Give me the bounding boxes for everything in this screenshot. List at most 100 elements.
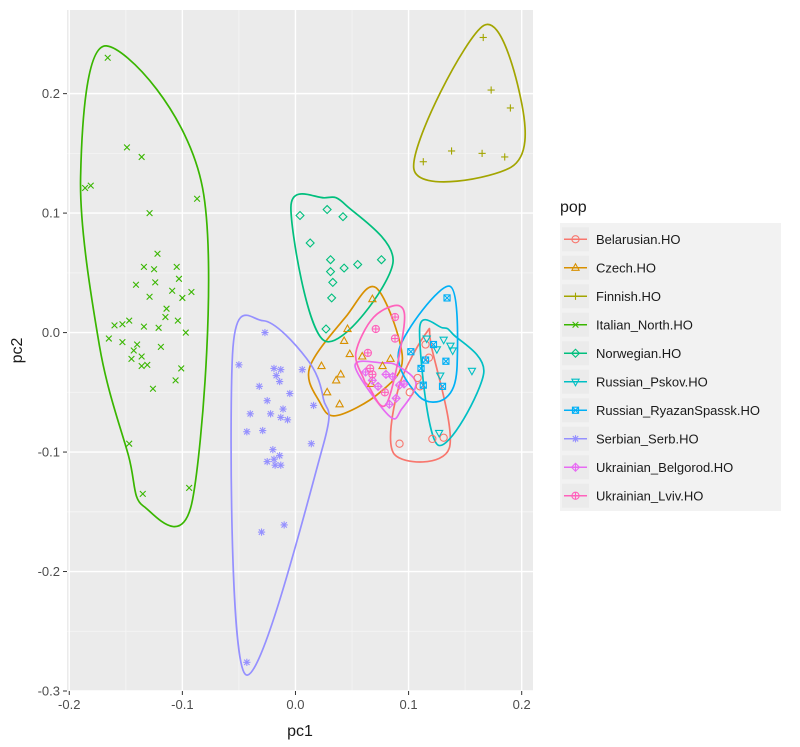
point-italian-north-ho — [125, 317, 133, 324]
hull-russian-pskov-ho — [418, 318, 485, 447]
hull-ukrainian-lviv-ho — [354, 304, 406, 408]
x-tick-label: 0.0 — [286, 697, 304, 712]
point-italian-north-ho — [182, 329, 190, 336]
point-belarusian-ho — [405, 388, 414, 397]
legend-label: Russian_Pskov.HO — [596, 374, 708, 389]
point-serbian-serb-ho — [276, 377, 284, 386]
point-italian-north-ho — [157, 343, 165, 351]
point-italian-north-ho — [111, 322, 118, 329]
point-italian-north-ho — [168, 287, 176, 295]
point-italian-north-ho — [175, 275, 183, 283]
point-czech-ho — [378, 360, 388, 370]
point-norwegian-ho — [325, 266, 336, 277]
point-czech-ho — [385, 353, 396, 362]
point-serbian-serb-ho — [243, 428, 251, 436]
point-finnish-ho — [487, 86, 495, 94]
point-serbian-serb-ho — [298, 366, 306, 374]
point-czech-ho — [345, 348, 355, 358]
point-ukrainian-lviv-ho — [390, 312, 400, 322]
hull-finnish-ho — [413, 23, 526, 183]
legend-title: pop — [560, 199, 587, 216]
point-italian-north-ho — [162, 313, 169, 321]
point-italian-north-ho — [130, 347, 138, 354]
point-finnish-ho — [419, 158, 427, 166]
point-serbian-serb-ho — [277, 413, 285, 422]
hull-norwegian-ho — [290, 193, 394, 343]
point-norwegian-ho — [295, 210, 305, 221]
point-italian-north-ho — [144, 361, 151, 369]
point-ukrainian-belgorod-ho — [391, 393, 401, 404]
point-italian-north-ho — [133, 341, 141, 348]
y-tick-label: 0.0 — [42, 325, 60, 340]
point-czech-ho — [367, 294, 377, 303]
point-italian-north-ho — [140, 323, 148, 330]
point-italian-north-ho — [138, 353, 145, 360]
point-italian-north-ho — [185, 484, 193, 492]
point-finnish-ho — [447, 147, 456, 155]
point-ukrainian-belgorod-ho — [399, 379, 409, 389]
point-russian-pskov-ho — [467, 367, 477, 376]
point-finnish-ho — [501, 153, 509, 161]
legend-key-diamond — [570, 348, 581, 358]
point-serbian-serb-ho — [269, 446, 277, 454]
point-italian-north-ho — [151, 279, 159, 286]
point-belarusian-ho — [439, 433, 448, 442]
point-italian-north-ho — [140, 263, 148, 271]
point-finnish-ho — [506, 104, 514, 112]
point-norwegian-ho — [352, 259, 363, 270]
point-italian-north-ho — [154, 250, 161, 257]
y-tick-label: -0.2 — [38, 564, 60, 579]
legend-label: Ukrainian_Belgorod.HO — [596, 460, 733, 475]
point-serbian-serb-ho — [261, 328, 269, 337]
point-ukrainian-belgorod-ho — [384, 399, 395, 410]
x-tick-label: 0.2 — [513, 697, 531, 712]
legend-key-diamond-plus — [570, 462, 581, 472]
x-tick-label: 0.1 — [400, 697, 418, 712]
legend-label: Russian_RyazanSpassk.HO — [596, 403, 760, 418]
point-italian-north-ho — [119, 320, 126, 328]
point-czech-ho — [357, 351, 367, 360]
point-italian-north-ho — [173, 263, 180, 271]
point-serbian-serb-ho — [263, 458, 271, 466]
point-serbian-serb-ho — [235, 361, 243, 369]
point-norwegian-ho — [326, 293, 337, 303]
legend-key-triangle-down — [570, 378, 581, 387]
point-serbian-serb-ho — [286, 389, 294, 398]
point-czech-ho — [316, 360, 327, 370]
point-italian-north-ho — [179, 294, 186, 302]
point-finnish-ho — [478, 149, 486, 157]
point-russian-ryazanspassk-ho — [419, 381, 427, 389]
major-gridlines — [67, 10, 533, 692]
legend-label: Norwegian.HO — [596, 346, 681, 361]
point-russian-ryazanspassk-ho — [438, 382, 447, 390]
point-czech-ho — [342, 323, 353, 333]
legend-label: Italian_North.HO — [596, 317, 693, 332]
point-serbian-serb-ho — [277, 461, 285, 469]
legend-label: Serbian_Serb.HO — [596, 431, 699, 446]
point-belarusian-ho — [413, 373, 422, 383]
point-italian-north-ho — [123, 144, 131, 151]
legend-key-circle — [571, 235, 580, 244]
point-italian-north-ho — [119, 338, 126, 346]
point-russian-pskov-ho — [422, 335, 432, 344]
legend-label: Ukrainian_Lviv.HO — [596, 488, 703, 503]
point-ukrainian-belgorod-ho — [373, 381, 383, 392]
point-norwegian-ho — [376, 254, 387, 265]
point-serbian-serb-ho — [270, 364, 278, 373]
point-ukrainian-lviv-ho — [371, 324, 380, 334]
point-italian-north-ho — [146, 293, 153, 301]
point-italian-north-ho — [138, 153, 145, 161]
point-czech-ho — [322, 387, 332, 396]
point-serbian-serb-ho — [257, 528, 266, 536]
y-tick-label: -0.3 — [38, 684, 60, 699]
point-italian-north-ho — [163, 305, 170, 312]
legend-item-belarusian-ho: Belarusian.HO — [562, 227, 681, 252]
point-serbian-serb-ho — [246, 410, 254, 418]
point-italian-north-ho — [193, 195, 201, 203]
point-serbian-serb-ho — [255, 382, 263, 390]
point-belarusian-ho — [428, 434, 437, 444]
hull-serbian-serb-ho — [230, 314, 330, 676]
point-italian-north-ho — [138, 362, 145, 370]
point-ukrainian-lviv-ho — [380, 388, 389, 397]
point-russian-ryazanspassk-ho — [417, 364, 425, 373]
